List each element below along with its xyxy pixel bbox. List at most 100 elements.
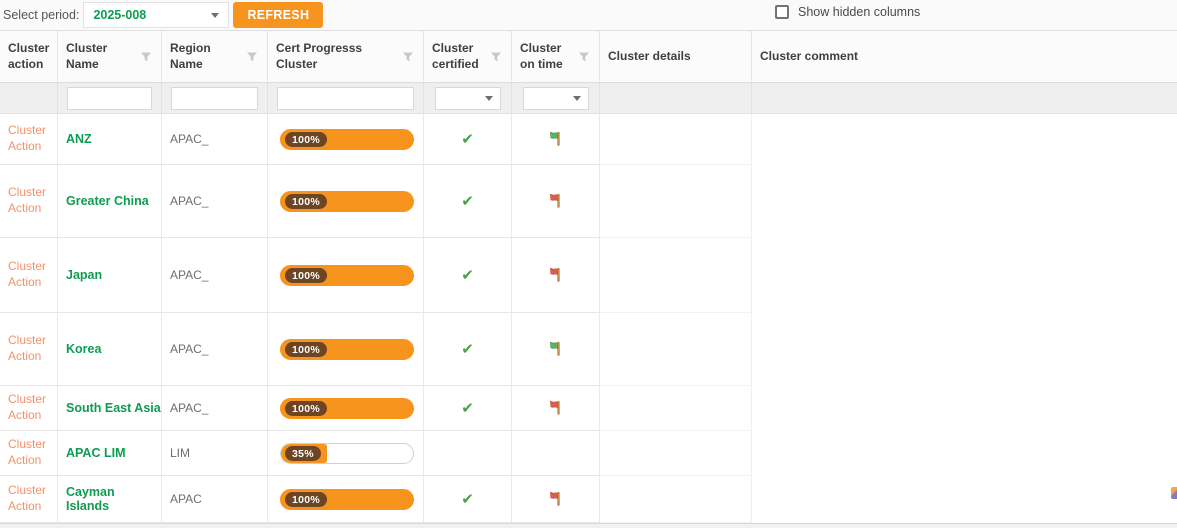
filter-cell-comment [752, 83, 1177, 114]
cell-cert-progress: 100% [268, 386, 424, 431]
cell-cluster-name: South East Asia [58, 386, 162, 431]
on-time-filter-select[interactable] [522, 86, 589, 110]
progress-badge: 100% [285, 401, 328, 416]
column-header-action[interactable]: Cluster action [0, 31, 58, 83]
cluster-name-link[interactable]: APAC LIM [66, 446, 126, 460]
cluster-name-link[interactable]: Japan [66, 268, 103, 282]
column-header-comment[interactable]: Cluster comment [752, 31, 1177, 83]
progress-bar: 100% [280, 397, 414, 419]
cell-cluster-name: Korea [58, 313, 162, 386]
green-flag-icon [548, 131, 564, 147]
cluster-action-link[interactable]: Cluster Action [8, 392, 47, 422]
cell-region-name: APAC_ [162, 313, 268, 386]
table-row: Cluster Action ANZ APAC_ 100% ✔ [0, 114, 1177, 165]
chevron-down-icon [211, 12, 220, 18]
show-hidden-label: Show hidden columns [798, 5, 921, 19]
check-icon: ✔ [461, 339, 474, 358]
table-row: Cluster Action APAC LIM LIM 35% [0, 431, 1177, 476]
cell-region-name: APAC [162, 476, 268, 523]
column-header-details[interactable]: Cluster details [600, 31, 752, 83]
cluster-name-link[interactable]: Greater China [66, 194, 149, 208]
check-icon: ✔ [461, 129, 474, 148]
cluster-table: Cluster action Cluster Name Region Name Cer… [0, 30, 1177, 523]
check-icon: ✔ [461, 265, 474, 284]
cluster-action-link[interactable]: Cluster Action [8, 259, 47, 289]
cell-cluster-on-time [512, 476, 600, 523]
cell-region-name: APAC_ [162, 165, 268, 238]
red-flag-icon [548, 400, 564, 416]
filter-funnel-icon[interactable] [140, 51, 152, 63]
filter-row [0, 83, 1177, 114]
cell-cert-progress: 100% [268, 238, 424, 313]
column-header-name[interactable]: Cluster Name [58, 31, 162, 83]
column-header-cert[interactable]: Cert Progresss Cluster [268, 31, 424, 83]
cell-cluster-details [600, 431, 752, 476]
region-name-text: APAC_ [170, 268, 209, 282]
filter-funnel-icon[interactable] [246, 51, 258, 63]
cell-cluster-on-time [512, 386, 600, 431]
show-hidden-columns: Show hidden columns [775, 5, 920, 19]
cell-region-name: APAC_ [162, 238, 268, 313]
select-period-label: Select period: [3, 8, 80, 22]
progress-bar: 100% [280, 338, 414, 360]
red-flag-icon [548, 491, 564, 507]
cluster-name-filter-input[interactable] [67, 86, 152, 110]
show-hidden-checkbox[interactable] [775, 5, 789, 19]
cell-cluster-name: ANZ [58, 114, 162, 165]
region-name-text: APAC_ [170, 401, 209, 415]
column-header-label: Region Name [170, 40, 211, 71]
cluster-action-link[interactable]: Cluster Action [8, 123, 47, 153]
cell-cluster-details [600, 476, 752, 523]
filter-funnel-icon[interactable] [402, 51, 414, 63]
toolbar: Select period: 2025-008 REFRESH Show hid… [0, 0, 1177, 30]
cell-cluster-comment [752, 313, 1177, 386]
table-row: Cluster Action South East Asia APAC_ 100% ✔ [0, 386, 1177, 431]
certified-filter-select[interactable] [434, 86, 501, 110]
column-header-ontime[interactable]: Cluster on time [512, 31, 600, 83]
filter-cell-action [0, 83, 58, 114]
cluster-name-link[interactable]: South East Asia [66, 401, 161, 415]
cluster-action-link[interactable]: Cluster Action [8, 483, 47, 513]
progress-bar: 100% [280, 128, 414, 150]
cell-cluster-action: Cluster Action [0, 165, 58, 238]
check-icon: ✔ [461, 191, 474, 210]
cluster-action-link[interactable]: Cluster Action [8, 333, 47, 363]
cell-cluster-comment [752, 114, 1177, 165]
progress-badge: 100% [285, 194, 328, 209]
cluster-name-link[interactable]: Cayman Islands [66, 485, 115, 513]
filter-funnel-icon[interactable] [490, 51, 502, 63]
filter-cell-name [58, 83, 162, 114]
column-header-certified[interactable]: Cluster certified [424, 31, 512, 83]
cell-cluster-details [600, 313, 752, 386]
cell-cluster-action: Cluster Action [0, 313, 58, 386]
region-name-text: LIM [170, 446, 191, 460]
cluster-name-link[interactable]: ANZ [66, 132, 92, 146]
progress-badge: 100% [285, 132, 328, 147]
region-name-filter-input[interactable] [171, 86, 258, 110]
cluster-name-link[interactable]: Korea [66, 342, 102, 356]
filter-cell-region [162, 83, 268, 114]
progress-badge: 100% [285, 492, 328, 507]
cell-cluster-name: Cayman Islands [58, 476, 162, 523]
chevron-down-icon [484, 95, 493, 101]
refresh-button[interactable]: REFRESH [233, 2, 324, 28]
cell-cluster-on-time [512, 165, 600, 238]
cell-cluster-certified [424, 431, 512, 476]
region-name-text: APAC [170, 492, 202, 506]
cell-cluster-action: Cluster Action [0, 114, 58, 165]
cell-cluster-certified: ✔ [424, 114, 512, 165]
cluster-action-link[interactable]: Cluster Action [8, 437, 47, 467]
cell-cluster-name: Japan [58, 238, 162, 313]
column-header-label: Cluster details [608, 48, 691, 63]
cell-cluster-comment [752, 431, 1177, 476]
period-select[interactable]: 2025-008 [83, 2, 230, 28]
check-icon: ✔ [461, 489, 474, 508]
cluster-action-link[interactable]: Cluster Action [8, 185, 47, 215]
cert-progress-filter-input[interactable] [277, 86, 414, 110]
cell-cluster-on-time [512, 431, 600, 476]
check-icon: ✔ [461, 398, 474, 417]
column-header-region[interactable]: Region Name [162, 31, 268, 83]
table-row: Cluster Action Japan APAC_ 100% ✔ [0, 238, 1177, 313]
filter-funnel-icon[interactable] [578, 51, 590, 63]
filter-cell-ontime [512, 83, 600, 114]
